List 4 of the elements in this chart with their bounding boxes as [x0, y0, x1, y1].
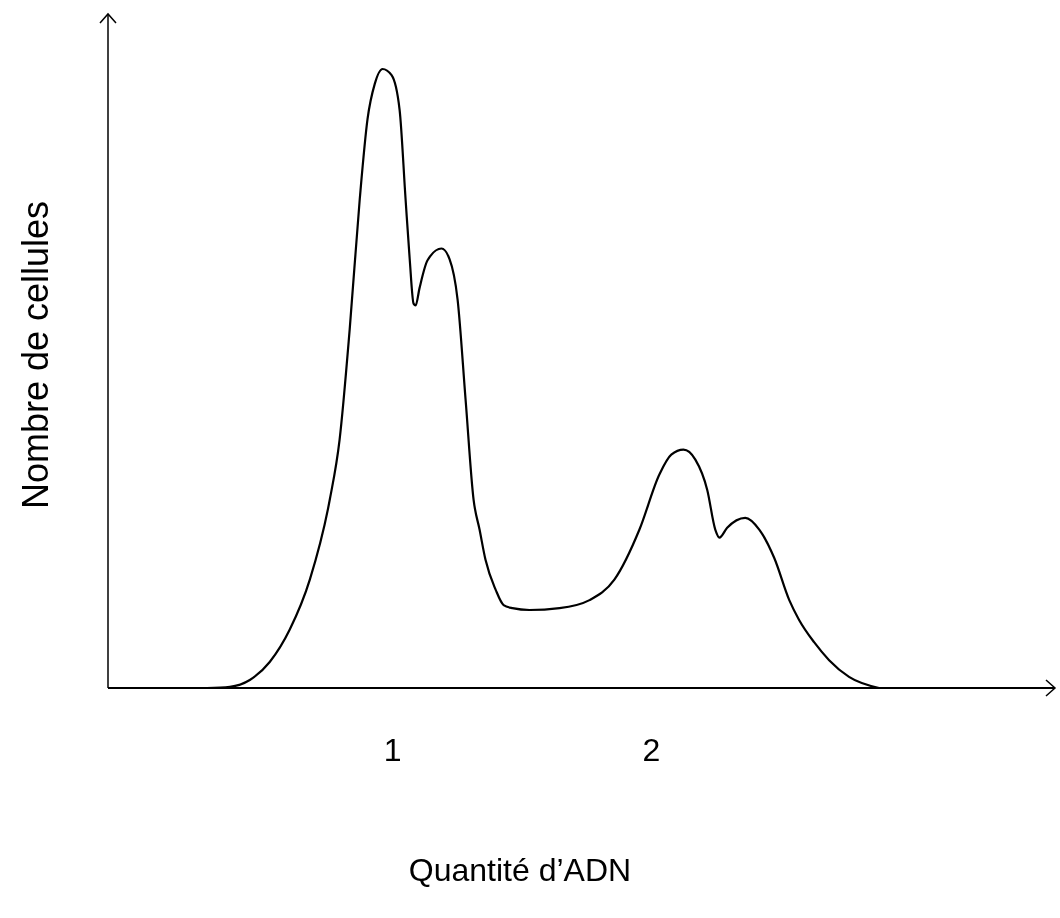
x-tick-label: 1 — [383, 732, 402, 768]
x-axis-title: Quantité d’ADN — [408, 852, 632, 888]
y-axis-title: Nombre de cellules — [15, 200, 56, 510]
x-tick-label: 2 — [642, 732, 661, 768]
